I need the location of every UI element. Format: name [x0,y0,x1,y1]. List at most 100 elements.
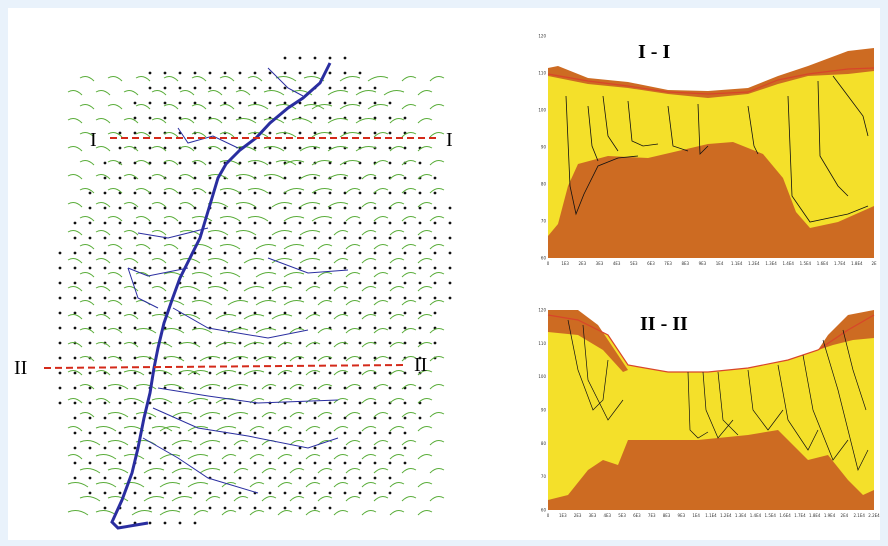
grid-point [298,86,302,90]
flowline [417,174,433,180]
grid-point [388,281,392,285]
grid-point [163,296,167,300]
flowline [95,174,111,180]
grid-point [73,281,77,285]
grid-point [238,281,242,285]
grid-point [133,401,137,405]
flowline [107,76,123,82]
flowline [171,440,193,446]
grid-point [388,476,392,480]
grid-point [253,386,257,390]
grid-point [133,386,137,390]
flowline [67,370,83,376]
grid-point [178,296,182,300]
grid-point [358,416,362,420]
flowline [221,510,237,516]
flowline [247,160,269,166]
grid-point [193,416,197,420]
grid-point [208,506,212,510]
flowline [219,244,241,250]
flowline [151,426,173,432]
flowline [255,272,277,278]
grid-point [73,356,77,360]
x-tick-label: 1.5E4 [765,513,777,518]
grid-point [253,146,257,150]
grid-point [118,281,122,285]
grid-point [268,206,272,210]
grid-point [313,71,317,75]
x-tick-label: 1.7E4 [834,261,846,266]
flowline [243,286,265,292]
flowline [417,370,433,376]
grid-point [73,251,77,255]
grid-point [103,221,107,225]
flowline [401,132,417,138]
flowline [163,216,179,222]
flowline [429,244,445,250]
flowline [95,118,111,124]
flowline [79,244,95,250]
grid-point [58,251,62,255]
grid-point [208,491,212,495]
grid-point [298,431,302,435]
grid-point [208,251,212,255]
flowline [107,356,123,362]
grid-point [433,236,437,240]
flowline [179,118,195,124]
grid-point [343,251,347,255]
x-tick-label: 9E3 [699,261,707,266]
grid-point [103,416,107,420]
flowline [151,398,173,404]
flowline [107,384,129,390]
flowline [95,146,111,152]
x-tick-label: 6E3 [647,261,655,266]
grid-point [133,206,137,210]
flowline [123,174,139,180]
flowline [271,202,293,208]
flowline [311,160,333,166]
grid-point [388,356,392,360]
grid-point [118,176,122,180]
y-tick-label: 70 [541,219,547,224]
flowline [227,300,249,306]
flowline [221,454,237,460]
grid-point [298,251,302,255]
grid-point [328,206,332,210]
grid-point [313,476,317,480]
flowline [107,328,123,334]
grid-point [133,191,137,195]
grid-point [298,206,302,210]
flowline [187,370,209,376]
flowline [79,468,101,474]
grid-point [388,341,392,345]
grid-point [328,161,332,165]
grid-point [238,341,242,345]
flowline [283,300,305,306]
flowline [263,90,285,96]
flowline [191,160,207,166]
flowline [299,202,321,208]
grid-point [358,71,362,75]
grid-point [298,296,302,300]
grid-point [193,506,197,510]
flowline [283,188,305,194]
grid-point [403,401,407,405]
grid-point [238,101,242,105]
grid-point [133,431,137,435]
flowline [345,300,361,306]
grid-point [448,206,452,210]
grid-point [283,446,287,450]
flowline [243,370,265,376]
flowline [79,76,95,82]
grid-point [388,311,392,315]
flowline [227,384,249,390]
grid-point [118,416,122,420]
flowline [327,202,349,208]
river-branch-9 [127,267,159,309]
flowline [333,510,349,516]
grid-point [73,266,77,270]
grid-point [148,296,152,300]
grid-point [358,401,362,405]
grid-point [343,266,347,270]
grid-point [193,446,197,450]
